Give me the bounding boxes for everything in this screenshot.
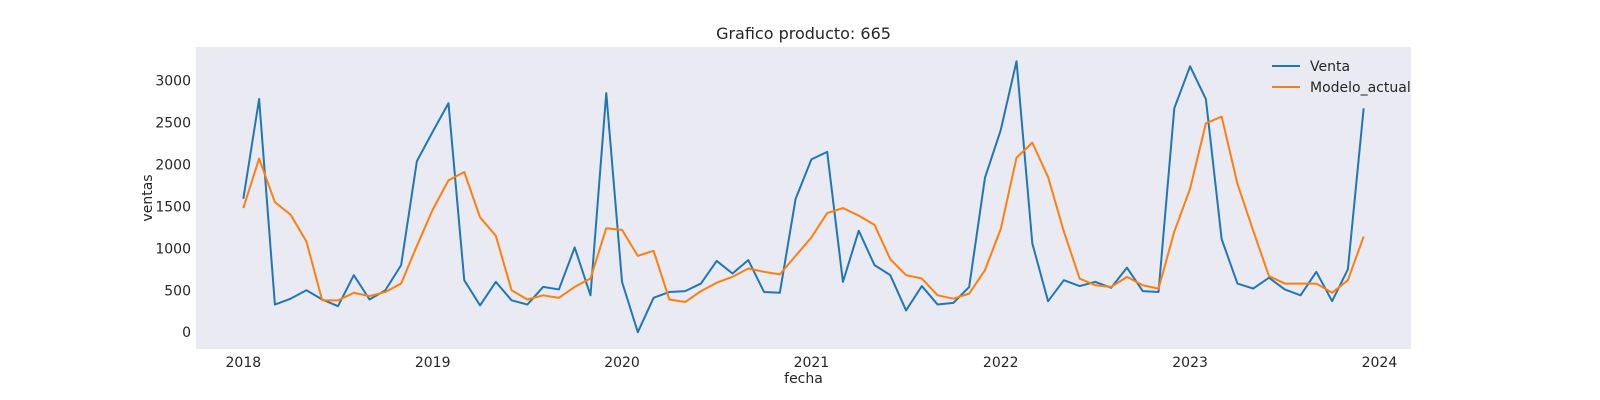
y-tick-label: 2000 xyxy=(155,157,191,173)
chart-title: Grafico producto: 665 xyxy=(716,24,891,43)
y-axis-ticks: 0 500 1000 1500 2000 2500 3000 xyxy=(155,74,191,342)
series-line-venta xyxy=(242,60,1365,334)
x-tick-label: 2022 xyxy=(983,355,1019,371)
y-tick-label: 2500 xyxy=(155,116,191,132)
x-tick-label: 2018 xyxy=(226,355,262,371)
x-tick-label: 2023 xyxy=(1172,355,1208,371)
x-axis-ticks: 2018 2019 2020 2021 2022 2023 2024 xyxy=(226,355,1398,371)
y-tick-label: 500 xyxy=(164,283,191,299)
legend: Venta Modelo_actual xyxy=(1272,59,1411,96)
x-axis-title: fecha xyxy=(784,371,823,387)
series-line-modelo-actual xyxy=(242,115,1365,304)
y-axis-title: ventas xyxy=(140,174,156,221)
series-lines xyxy=(242,60,1365,334)
y-tick-label: 1500 xyxy=(155,199,191,215)
y-tick-label: 0 xyxy=(182,325,191,341)
plot-area xyxy=(196,47,1411,349)
y-tick-label: 1000 xyxy=(155,241,191,257)
x-tick-label: 2020 xyxy=(604,355,640,371)
x-tick-label: 2019 xyxy=(415,355,451,371)
y-tick-label: 3000 xyxy=(155,74,191,90)
legend-label: Modelo_actual xyxy=(1310,80,1411,96)
x-tick-label: 2021 xyxy=(794,355,830,371)
legend-label: Venta xyxy=(1310,59,1350,75)
x-tick-label: 2024 xyxy=(1362,355,1398,371)
